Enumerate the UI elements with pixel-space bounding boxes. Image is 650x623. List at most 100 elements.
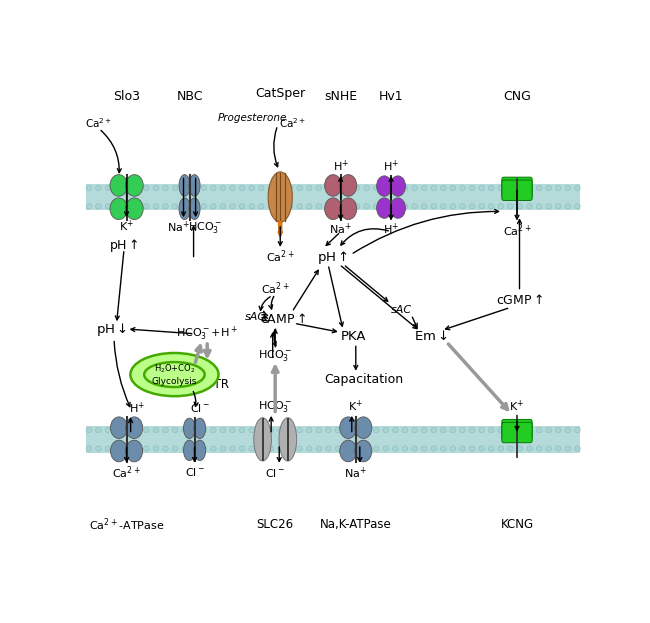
Ellipse shape	[279, 418, 296, 461]
Circle shape	[278, 427, 283, 433]
Circle shape	[211, 427, 216, 433]
Circle shape	[364, 204, 369, 209]
Circle shape	[517, 427, 523, 433]
Circle shape	[412, 427, 417, 433]
Circle shape	[124, 185, 130, 191]
Circle shape	[259, 427, 264, 433]
Circle shape	[364, 427, 369, 433]
Circle shape	[172, 185, 178, 191]
Ellipse shape	[254, 418, 272, 461]
Circle shape	[517, 185, 523, 191]
Circle shape	[441, 446, 446, 451]
Circle shape	[546, 185, 551, 191]
Circle shape	[335, 427, 341, 433]
Circle shape	[469, 427, 474, 433]
Circle shape	[402, 446, 408, 451]
Circle shape	[335, 446, 341, 451]
Circle shape	[450, 204, 456, 209]
Circle shape	[278, 204, 283, 209]
Circle shape	[144, 446, 149, 451]
Circle shape	[211, 185, 216, 191]
Circle shape	[412, 204, 417, 209]
Circle shape	[306, 185, 312, 191]
Circle shape	[374, 204, 379, 209]
Circle shape	[182, 185, 187, 191]
Text: pH$\uparrow$: pH$\uparrow$	[109, 237, 139, 254]
Circle shape	[86, 427, 92, 433]
Circle shape	[153, 446, 159, 451]
Circle shape	[316, 446, 322, 451]
Circle shape	[249, 446, 254, 451]
Circle shape	[402, 185, 408, 191]
Text: Glycolysis: Glycolysis	[151, 378, 197, 386]
Circle shape	[153, 185, 159, 191]
Circle shape	[517, 446, 523, 451]
Ellipse shape	[376, 198, 392, 218]
Ellipse shape	[340, 198, 357, 219]
Circle shape	[450, 446, 456, 451]
Circle shape	[526, 427, 532, 433]
Circle shape	[297, 185, 302, 191]
Text: Hv1: Hv1	[379, 90, 404, 103]
Circle shape	[105, 427, 110, 433]
Circle shape	[297, 427, 302, 433]
Ellipse shape	[125, 174, 143, 196]
Circle shape	[239, 204, 245, 209]
Text: CNG: CNG	[503, 90, 531, 103]
Text: Ca$^{2+}$: Ca$^{2+}$	[112, 465, 141, 481]
Circle shape	[259, 185, 264, 191]
Circle shape	[105, 446, 110, 451]
Circle shape	[383, 204, 389, 209]
Circle shape	[556, 185, 561, 191]
Ellipse shape	[110, 198, 127, 219]
Circle shape	[124, 446, 130, 451]
Circle shape	[479, 427, 484, 433]
Text: H$^{+}$: H$^{+}$	[129, 401, 145, 416]
Text: HCO$_3^-$: HCO$_3^-$	[258, 399, 292, 414]
Text: HCO$_3^-$: HCO$_3^-$	[258, 348, 292, 363]
Ellipse shape	[194, 418, 205, 439]
Circle shape	[115, 185, 120, 191]
Circle shape	[229, 427, 235, 433]
Text: Ca$^{2+}$: Ca$^{2+}$	[280, 116, 306, 130]
Circle shape	[383, 185, 389, 191]
Text: Capacitation: Capacitation	[324, 373, 403, 386]
Ellipse shape	[194, 440, 205, 460]
Text: cGMP$\uparrow$: cGMP$\uparrow$	[496, 293, 543, 307]
Circle shape	[498, 185, 504, 191]
Circle shape	[460, 185, 465, 191]
Circle shape	[287, 446, 292, 451]
Circle shape	[364, 185, 369, 191]
Text: H$^{+}$: H$^{+}$	[333, 158, 348, 174]
Text: pH$\uparrow$: pH$\uparrow$	[317, 249, 349, 265]
Text: HCO$_3^-$+H$^+$: HCO$_3^-$+H$^+$	[176, 325, 238, 343]
Circle shape	[182, 446, 187, 451]
Text: Em$\downarrow$: Em$\downarrow$	[414, 329, 448, 343]
Circle shape	[431, 204, 437, 209]
Ellipse shape	[125, 417, 142, 439]
Text: Cl$^-$: Cl$^-$	[185, 466, 205, 478]
Circle shape	[460, 446, 465, 451]
Circle shape	[575, 446, 580, 451]
Circle shape	[479, 185, 484, 191]
Circle shape	[441, 427, 446, 433]
Circle shape	[192, 185, 197, 191]
Circle shape	[488, 427, 494, 433]
Text: sAC: sAC	[244, 312, 266, 322]
Text: Cl$^-$: Cl$^-$	[190, 402, 210, 414]
Text: sNHE: sNHE	[324, 90, 358, 103]
Text: pH$\downarrow$: pH$\downarrow$	[96, 320, 127, 338]
Ellipse shape	[355, 417, 372, 439]
Circle shape	[354, 204, 360, 209]
Circle shape	[546, 204, 551, 209]
Text: CatSper: CatSper	[255, 87, 306, 100]
Circle shape	[162, 185, 168, 191]
Circle shape	[268, 446, 274, 451]
Circle shape	[278, 446, 283, 451]
FancyArrow shape	[278, 221, 283, 237]
Text: Na$^{+}$: Na$^{+}$	[167, 220, 190, 235]
Circle shape	[488, 204, 494, 209]
Circle shape	[211, 446, 216, 451]
Ellipse shape	[324, 198, 341, 219]
Circle shape	[526, 185, 532, 191]
